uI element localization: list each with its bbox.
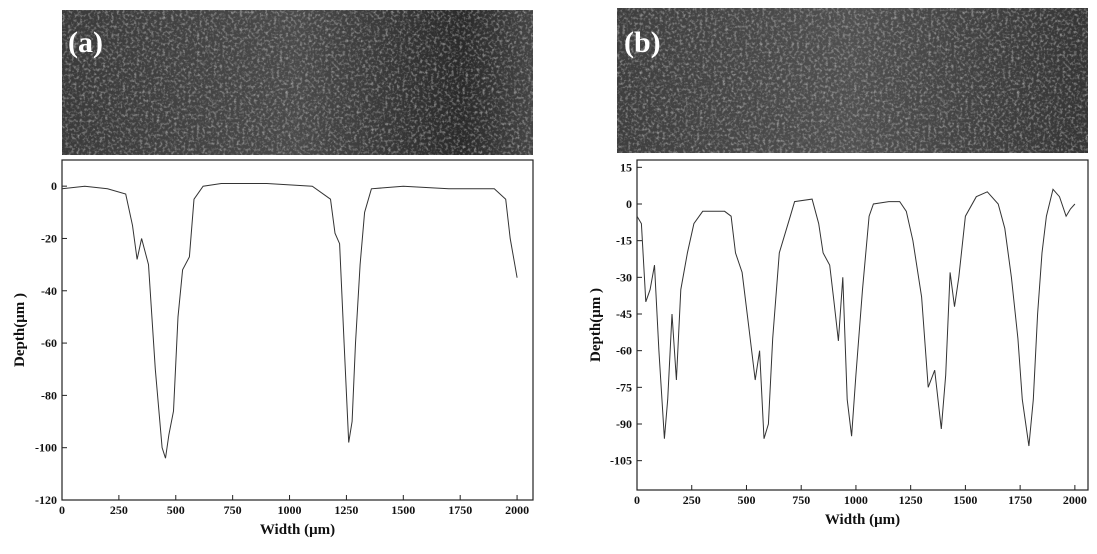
y-tick-label: 15 [620, 160, 632, 174]
x-tick-label: 0 [59, 503, 65, 517]
x-tick-label: 0 [634, 493, 640, 507]
x-tick-label: 500 [167, 503, 185, 517]
micrograph-b [617, 8, 1088, 153]
depth-profile [636, 188, 1076, 447]
y-tick-label: -100 [35, 441, 57, 455]
x-tick-label: 750 [792, 493, 810, 507]
depth-profile [61, 183, 518, 459]
y-tick-label: -80 [41, 388, 57, 402]
plot-frame [61, 159, 534, 501]
y-tick-label: -15 [616, 234, 632, 248]
x-axis-title: Width (μm) [260, 522, 335, 538]
x-tick-label: 1750 [1008, 493, 1032, 507]
y-tick-label: -40 [41, 284, 57, 298]
plot-frame [636, 159, 1089, 491]
x-tick-label: 250 [110, 503, 128, 517]
x-tick-label: 1750 [448, 503, 472, 517]
y-tick-label: -60 [41, 336, 57, 350]
y-tick-label: -60 [616, 344, 632, 358]
x-tick-label: 1250 [334, 503, 358, 517]
panel-label: (b) [624, 26, 661, 59]
y-tick-label: -45 [616, 307, 632, 321]
y-tick-label: -30 [616, 270, 632, 284]
x-tick-label: 2000 [505, 503, 529, 517]
y-tick-label: -120 [35, 493, 57, 507]
panel-label: (a) [68, 26, 103, 59]
y-tick-label: -105 [610, 454, 632, 468]
x-tick-label: 750 [224, 503, 242, 517]
y-tick-label: -20 [41, 231, 57, 245]
y-axis-title: Depth(μm ) [12, 293, 28, 367]
x-tick-label: 2000 [1063, 493, 1087, 507]
x-axis-title: Width (μm) [825, 512, 900, 528]
x-tick-label: 1250 [899, 493, 923, 507]
x-tick-label: 500 [737, 493, 755, 507]
x-tick-label: 1500 [391, 503, 415, 517]
y-tick-label: -90 [616, 417, 632, 431]
y-axis-title: Depth(μm ) [588, 288, 604, 362]
x-tick-label: 1000 [844, 493, 868, 507]
x-tick-label: 250 [683, 493, 701, 507]
y-tick-label: 0 [51, 179, 57, 193]
micrograph-a [62, 10, 533, 155]
y-tick-label: 0 [626, 197, 632, 211]
y-tick-label: -75 [616, 380, 632, 394]
x-tick-label: 1000 [278, 503, 302, 517]
x-tick-label: 1500 [953, 493, 977, 507]
